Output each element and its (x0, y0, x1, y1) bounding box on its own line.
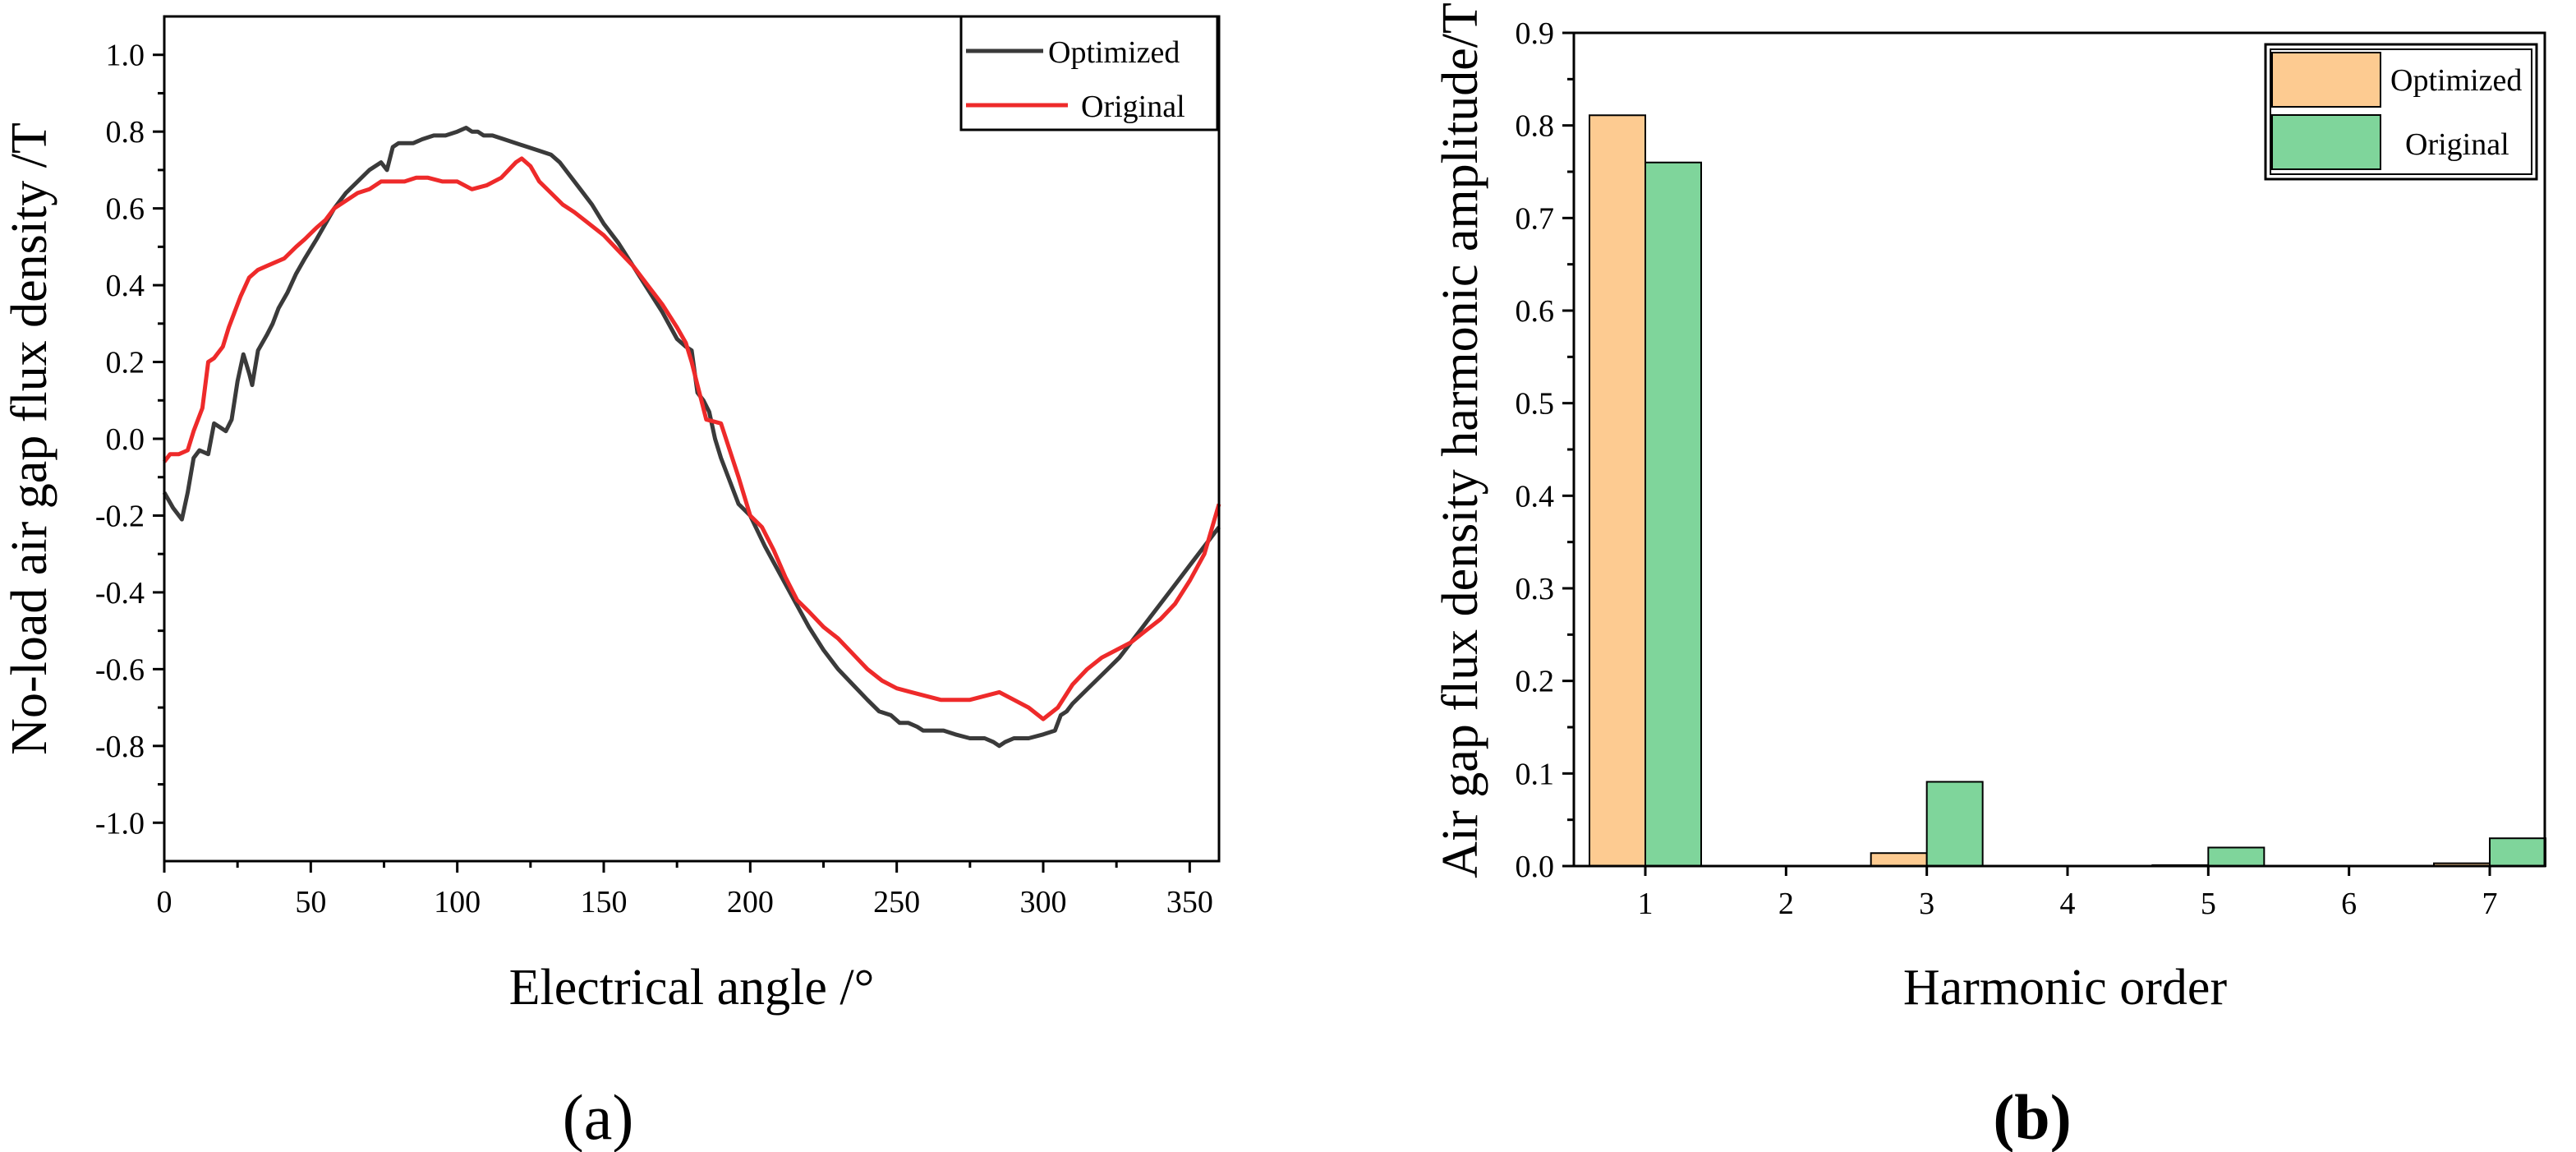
panel-b-legend-inner-box (2270, 48, 2532, 175)
bar-chart-panel-b: 1 2 3 4 5 6 7 0.0 0.1 0.2 0.3 0.4 0.5 0.6 0.7 0.8 0.9 Op… (1433, 2, 2546, 1152)
panel-b-x-tick-label: 2 (1778, 887, 1794, 921)
panel-a-letter: a (584, 1081, 613, 1152)
panel-a-x-tick-label: 250 (873, 885, 920, 919)
panel-b-y-tick-label: 0.6 (1516, 294, 1555, 329)
panel-a-x-tick-label: 300 (1020, 885, 1067, 919)
bar-original-order-3 (1925, 781, 1984, 867)
legend-label-original: Original (1081, 90, 1185, 124)
panel-a-x-tick-label: 0 (157, 885, 172, 919)
legend-swatch-original-bar (2271, 114, 2381, 170)
panel-a-x-axis-title: Electrical angle /° (509, 960, 875, 1016)
panel-b-y-tick-label: 0.8 (1516, 109, 1555, 144)
panel-b-y-tick-label: 0.0 (1516, 850, 1555, 884)
panel-a-y-tick-label: 0.6 (106, 192, 145, 227)
panel-a-x-tick-label: 150 (581, 885, 628, 919)
bar-optimized-order-1 (1589, 114, 1646, 868)
panel-label-b: (b) (1993, 1081, 2071, 1152)
panel-b-y-tick-label: 0.1 (1516, 757, 1555, 791)
panel-a-y-tick-label: 0.4 (106, 269, 145, 303)
series-line-original (163, 156, 1221, 721)
panel-b-x-tick-label: 5 (2201, 887, 2216, 921)
panel-b-legend: Optimized Original (2264, 43, 2538, 181)
panel-b-x-axis-title: Harmonic order (1903, 960, 2228, 1016)
bar-original-order-1 (1644, 161, 1702, 867)
bar-original-order-5 (2207, 846, 2266, 868)
panel-b-y-tick-label: 0.9 (1516, 16, 1555, 51)
panel-a-y-axis-title: No-load air gap flux density /T (2, 122, 58, 755)
panel-label-a: (a) (563, 1081, 634, 1152)
panel-b-y-tick-label: 0.5 (1516, 387, 1555, 422)
panel-a-y-tick-label: 0.8 (106, 115, 145, 150)
panel-a-legend: Optimized Original (959, 15, 1219, 131)
panel-a-y-tick-label: 0.2 (106, 346, 145, 380)
panel-a-x-tick-label: 200 (727, 885, 774, 919)
legend-label-original-bar: Original (2405, 127, 2509, 162)
panel-a-x-tick-label: 350 (1166, 885, 1213, 919)
panel-b-y-tick-label: 0.2 (1516, 665, 1555, 699)
panel-b-letter: b (2014, 1081, 2049, 1152)
legend-swatch-optimized-bar (2271, 52, 2381, 108)
series-line-optimized (162, 126, 1221, 749)
panel-a-ticks: 0 50 100 150 200 250 300 350 -1.0 -0.8 -0.6 -0.4 -0.… (95, 39, 1213, 919)
panel-b-plot-frame (1572, 31, 2546, 868)
panel-a-x-tick-label: 100 (434, 885, 481, 919)
panel-b-x-tick-label: 4 (2060, 887, 2076, 921)
bar-optimized-order-3 (1870, 852, 1928, 868)
panel-b-y-tick-label: 0.3 (1516, 572, 1555, 606)
panel-a-series (162, 126, 1221, 749)
panel-b-x-tick-label: 1 (1638, 887, 1654, 921)
panel-a-y-tick-label: -0.6 (95, 652, 145, 687)
legend-label-optimized-bar: Optimized (2390, 63, 2522, 98)
panel-a-x-tick-label: 50 (295, 885, 326, 919)
panel-b-x-tick-label: 7 (2482, 887, 2498, 921)
panel-a-y-tick-label: -0.4 (95, 576, 145, 611)
legend-label-optimized: Optimized (1048, 35, 1180, 70)
panel-b-x-tick-label: 6 (2341, 887, 2357, 921)
panel-b-x-tick-label: 3 (1919, 887, 1934, 921)
panel-a-y-tick-label: -0.2 (95, 499, 145, 533)
bar-original-order-7 (2489, 837, 2546, 868)
panel-b-y-tick-label: 0.7 (1516, 201, 1555, 236)
panel-a-plot-frame (163, 15, 1221, 863)
panel-b-y-axis-title: Air gap flux density harmonic amplitude/… (1433, 2, 1488, 878)
line-chart-panel-a: 0 50 100 150 200 250 300 350 -1.0 -0.8 -0.6 -0.4 -0.… (2, 15, 1221, 1152)
panel-a-y-tick-label: -1.0 (95, 806, 145, 841)
panel-a-y-tick-label: 1.0 (106, 39, 145, 73)
panel-b-y-tick-label: 0.4 (1516, 479, 1555, 514)
panel-a-y-tick-label: 0.0 (106, 422, 145, 457)
panel-a-y-tick-label: -0.8 (95, 730, 145, 764)
